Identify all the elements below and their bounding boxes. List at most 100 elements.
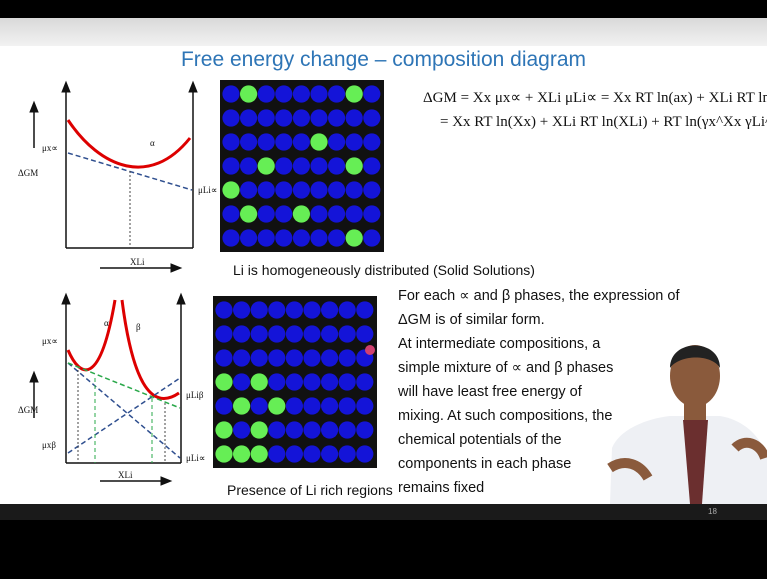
atom (293, 205, 310, 222)
atom (363, 181, 380, 198)
atom (240, 85, 257, 102)
atom (356, 301, 373, 318)
atom (251, 301, 268, 318)
atom (215, 445, 232, 462)
paragraph-line: mixing. At such compositions, the (398, 408, 612, 424)
atom (215, 325, 232, 342)
top-diagram (30, 82, 197, 272)
atom (321, 421, 338, 438)
atom (339, 349, 356, 366)
atom (268, 421, 285, 438)
label: μxβ (42, 440, 56, 450)
label: XLi (118, 470, 133, 480)
atom (339, 373, 356, 390)
atom (222, 157, 239, 174)
atom (303, 301, 320, 318)
atom (310, 85, 327, 102)
atom (222, 109, 239, 126)
atom (363, 109, 380, 126)
atom (233, 325, 250, 342)
atom (286, 325, 303, 342)
atom (339, 397, 356, 414)
atom (286, 445, 303, 462)
atom (275, 109, 292, 126)
atom (303, 421, 320, 438)
atom (233, 373, 250, 390)
atom (240, 109, 257, 126)
atom (258, 133, 275, 150)
atom (286, 397, 303, 414)
atom (356, 421, 373, 438)
atom (268, 301, 285, 318)
atom (346, 205, 363, 222)
atom (321, 373, 338, 390)
atom (356, 373, 373, 390)
atom (293, 181, 310, 198)
atom (233, 349, 250, 366)
atom (215, 349, 232, 366)
atom (222, 229, 239, 246)
atom (346, 109, 363, 126)
atom (268, 373, 285, 390)
atom (356, 325, 373, 342)
atom (310, 109, 327, 126)
atom (339, 421, 356, 438)
presenter (610, 345, 767, 504)
atom (293, 229, 310, 246)
atom (215, 421, 232, 438)
atom (293, 133, 310, 150)
atom (275, 133, 292, 150)
atom (268, 349, 285, 366)
paragraph-line: At intermediate compositions, a (398, 336, 600, 352)
atom (275, 85, 292, 102)
atom (321, 301, 338, 318)
atom (275, 181, 292, 198)
atom (268, 397, 285, 414)
paragraph-line: chemical potentials of the (398, 432, 562, 448)
atom (363, 205, 380, 222)
atom (328, 85, 345, 102)
atom (356, 445, 373, 462)
atom (233, 301, 250, 318)
atom (293, 85, 310, 102)
atom (310, 181, 327, 198)
atom (233, 421, 250, 438)
atom (303, 397, 320, 414)
atom (363, 133, 380, 150)
atom (339, 325, 356, 342)
atom (321, 325, 338, 342)
atom (286, 301, 303, 318)
atom (215, 373, 232, 390)
paragraph-line: For each ∝ and β phases, the expression … (398, 288, 679, 304)
label: α (150, 138, 155, 148)
atom (258, 157, 275, 174)
label: ΔGM (18, 405, 38, 415)
atom (303, 349, 320, 366)
atom (233, 445, 250, 462)
atom (222, 133, 239, 150)
atom (328, 229, 345, 246)
atom (339, 445, 356, 462)
atom (251, 421, 268, 438)
caption: Presence of Li rich regions (227, 482, 393, 498)
atom (275, 205, 292, 222)
atom (240, 205, 257, 222)
label: α (104, 318, 109, 328)
atom (356, 397, 373, 414)
atom (310, 205, 327, 222)
atom (363, 229, 380, 246)
atom (251, 397, 268, 414)
atom (303, 445, 320, 462)
paragraph-line: remains fixed (398, 480, 484, 496)
atom (346, 229, 363, 246)
atom (346, 157, 363, 174)
atom (258, 205, 275, 222)
paragraph-line: components in each phase (398, 456, 571, 472)
atom-grid (220, 80, 384, 252)
atom (346, 133, 363, 150)
atom-grid (213, 296, 377, 468)
pointer-dot (365, 345, 375, 355)
atom (240, 157, 257, 174)
atom (328, 205, 345, 222)
atom (363, 85, 380, 102)
